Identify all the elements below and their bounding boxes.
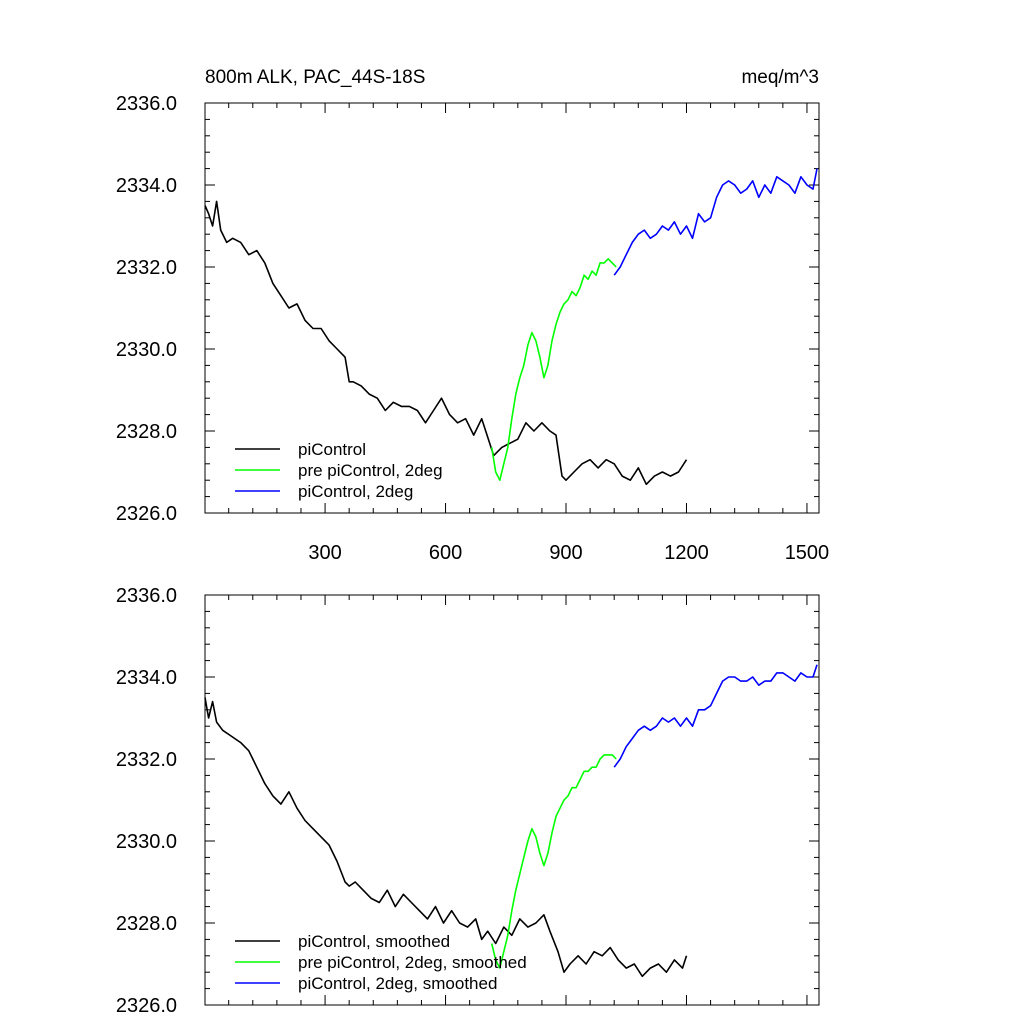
top-xtick-label: 900 xyxy=(549,542,582,564)
bottom-legend: piControl, smoothed pre piControl, 2deg, … xyxy=(235,932,527,993)
top-ytick-label: 2332.0 xyxy=(116,257,177,279)
bottom-ytick-label: 2336.0 xyxy=(116,585,177,607)
top-series-line-1 xyxy=(490,257,617,482)
top-y-axis: 2326.0 2328.0 2330.0 2332.0 2334.0 2336.0 xyxy=(116,93,819,525)
top-panel: 800m ALK, PAC_44S-18S meq/m^3 2326.0 2328… xyxy=(116,67,829,564)
bottom-ytick-label: 2334.0 xyxy=(116,667,177,689)
top-x-axis: 300 600 900 1200 1500 xyxy=(228,103,830,564)
top-series-line-0 xyxy=(204,200,688,486)
top-legend: piControl pre piControl, 2deg piControl, 2… xyxy=(235,440,443,501)
bottom-plot-lines xyxy=(204,664,818,978)
top-legend-label: pre piControl, 2deg xyxy=(298,461,443,480)
bottom-ytick-label: 2332.0 xyxy=(116,749,177,771)
top-ytick-label: 2330.0 xyxy=(116,339,177,361)
bottom-ytick-label: 2326.0 xyxy=(116,995,177,1017)
top-xtick-label: 300 xyxy=(308,542,341,564)
top-xtick-label: 600 xyxy=(429,542,462,564)
top-plot-lines xyxy=(204,168,818,486)
top-ytick-label: 2328.0 xyxy=(116,421,177,443)
top-ytick-label: 2326.0 xyxy=(116,503,177,525)
bottom-plot-frame xyxy=(204,594,820,1006)
top-legend-label: piControl xyxy=(298,440,366,459)
bottom-legend-label: pre piControl, 2deg, smoothed xyxy=(298,953,527,972)
top-legend-label: piControl, 2deg xyxy=(298,482,413,501)
bottom-series-line-1 xyxy=(490,754,617,969)
bottom-series-line-0 xyxy=(204,697,688,978)
bottom-legend-label: piControl, 2deg, smoothed xyxy=(298,974,497,993)
top-ytick-label: 2336.0 xyxy=(116,93,177,115)
bottom-panel: 2326.0 2328.0 2330.0 2332.0 2334.0 2336.0 piC… xyxy=(116,585,820,1017)
bottom-legend-label: piControl, smoothed xyxy=(298,932,450,951)
top-xtick-label: 1500 xyxy=(785,542,830,564)
bottom-x-axis xyxy=(228,595,808,1005)
top-series-line-2 xyxy=(613,168,818,276)
bottom-ytick-label: 2330.0 xyxy=(116,831,177,853)
top-ytick-label: 2334.0 xyxy=(116,175,177,197)
bottom-y-axis: 2326.0 2328.0 2330.0 2332.0 2334.0 2336.0 xyxy=(116,585,819,1017)
top-plot-frame xyxy=(204,102,820,514)
top-xtick-label: 1200 xyxy=(664,542,709,564)
top-chart-units: meq/m^3 xyxy=(741,67,819,88)
bottom-ytick-label: 2328.0 xyxy=(116,913,177,935)
bottom-series-line-2 xyxy=(613,664,818,768)
top-chart-title: 800m ALK, PAC_44S-18S xyxy=(205,67,425,88)
